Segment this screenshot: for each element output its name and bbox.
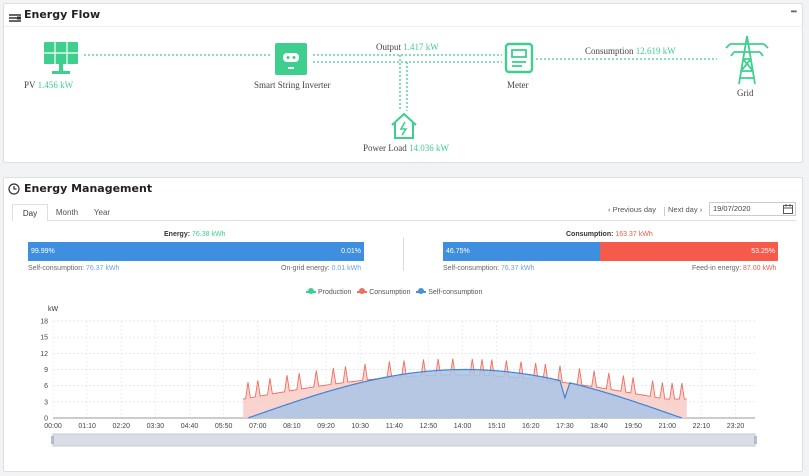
consumption-self-consumption: Self-consumption: 76.37 kWh xyxy=(443,265,535,272)
energy-summary: Energy: 76.38 kWh xyxy=(164,231,226,238)
more-options-icon[interactable]: ••• xyxy=(790,7,797,16)
energy-flow-title: Energy Flow xyxy=(24,8,101,21)
y-tick-label: 3 xyxy=(44,399,48,406)
summary-divider xyxy=(403,237,404,271)
meter-icon[interactable] xyxy=(504,42,534,79)
next-day-button[interactable]: Next day › xyxy=(668,205,703,214)
inverter-label: Smart String Inverter xyxy=(254,80,331,90)
clock-icon xyxy=(8,182,20,200)
x-tick-label: 21:00 xyxy=(658,423,676,430)
prev-day-button[interactable]: ‹ Previous day xyxy=(608,205,656,214)
date-nav-divider xyxy=(664,207,665,216)
chevron-left-icon: ‹ xyxy=(608,205,611,214)
tab-month[interactable]: Month xyxy=(55,208,79,217)
x-tick-label: 09:20 xyxy=(317,423,335,430)
consumption-flow-label: Consumption 12.619 kW xyxy=(585,46,676,56)
power-load-label: Power Load 14.036 kW xyxy=(363,143,449,153)
energy-self-consumption: Self-consumption: 76.37 kWh xyxy=(28,265,120,272)
x-tick-label: 17:30 xyxy=(556,423,574,430)
energy-chart: kW 0 3 6 9 12 15 18 00:00 01:10 02:20 03:30 04:40 05:… xyxy=(40,306,757,447)
flow-icon xyxy=(9,10,21,28)
consumption-bar-self: 46.75% xyxy=(443,242,600,261)
self-consumption-area xyxy=(248,369,682,418)
grid-tower-icon xyxy=(722,34,772,91)
y-axis-label: kW xyxy=(48,306,59,313)
y-tick-label: 12 xyxy=(40,351,48,358)
x-tick-label: 07:00 xyxy=(249,423,267,430)
energy-on-grid: On-grid energy: 0.01 kWh xyxy=(281,265,362,272)
date-input[interactable]: 19/07/2020 xyxy=(709,202,796,216)
zoom-slider-track[interactable] xyxy=(52,433,756,447)
x-tick-label: 02:20 xyxy=(112,423,130,430)
energy-management-title: Energy Management xyxy=(24,182,153,195)
energy-flow-panel: Energy Flow ••• PV 1.456 kW xyxy=(3,3,804,163)
y-tick-label: 9 xyxy=(44,367,48,374)
output-label: Output 1.417 kW xyxy=(376,42,439,52)
x-tick-label: 08:10 xyxy=(283,423,301,430)
tab-bar: Day Month Year xyxy=(12,204,796,221)
flow-lines xyxy=(84,54,717,111)
legend-production[interactable]: Production xyxy=(306,288,351,296)
grid-label: Grid xyxy=(737,88,754,98)
x-tick-label: 19:50 xyxy=(624,423,642,430)
chevron-right-icon: › xyxy=(699,205,703,214)
legend-self-consumption[interactable]: Self-consumption xyxy=(416,288,482,296)
solar-panel-icon xyxy=(42,40,80,81)
x-tick-label: 16:20 xyxy=(522,423,540,430)
x-tick-label: 15:10 xyxy=(488,423,506,430)
calendar-icon[interactable] xyxy=(783,204,793,218)
x-tick-label: 01:10 xyxy=(78,423,96,430)
house-icon xyxy=(389,111,419,146)
y-tick-label: 15 xyxy=(40,335,48,342)
energy-bar-self: 99.99% 0.01% xyxy=(28,242,364,261)
inverter-icon[interactable] xyxy=(274,42,308,81)
legend-consumption[interactable]: Consumption xyxy=(357,288,410,296)
chart-legend: Production Consumption Self-consumption xyxy=(306,288,482,296)
x-tick-label: 11:40 xyxy=(386,423,403,430)
consumption-summary: Consumption: 163.37 kWh xyxy=(566,231,653,238)
x-tick-label: 12:50 xyxy=(420,423,438,430)
y-tick-label: 6 xyxy=(44,383,48,390)
x-tick-label: 05:50 xyxy=(215,423,233,430)
y-tick-label: 18 xyxy=(40,319,48,326)
self-consumption-line xyxy=(247,368,683,419)
x-tick-label: 00:00 xyxy=(44,423,62,430)
x-tick-label: 18:40 xyxy=(590,423,608,430)
x-tick-label: 23:20 xyxy=(727,423,745,430)
pv-label: PV 1.456 kW xyxy=(24,80,74,90)
tab-year[interactable]: Year xyxy=(93,208,111,217)
tab-day[interactable]: Day xyxy=(12,204,48,221)
x-tick-label: 03:30 xyxy=(147,423,165,430)
zoom-slider-right-handle[interactable] xyxy=(754,436,757,444)
meter-label: Meter xyxy=(507,80,529,90)
consumption-bar-feedin: 53.25% xyxy=(600,242,778,261)
y-tick-label: 0 xyxy=(44,416,48,423)
x-tick-label: 10:30 xyxy=(351,423,369,430)
zoom-slider-left-handle[interactable] xyxy=(51,436,54,444)
x-tick-label: 14:00 xyxy=(454,423,472,430)
energy-management-panel: Energy Management Day Month Year ‹ Previ… xyxy=(3,177,803,472)
x-tick-label: 22:10 xyxy=(693,423,711,430)
x-tick-label: 04:40 xyxy=(181,423,199,430)
consumption-feed-in: Feed-in energy: 87.00 kWh xyxy=(692,265,777,272)
